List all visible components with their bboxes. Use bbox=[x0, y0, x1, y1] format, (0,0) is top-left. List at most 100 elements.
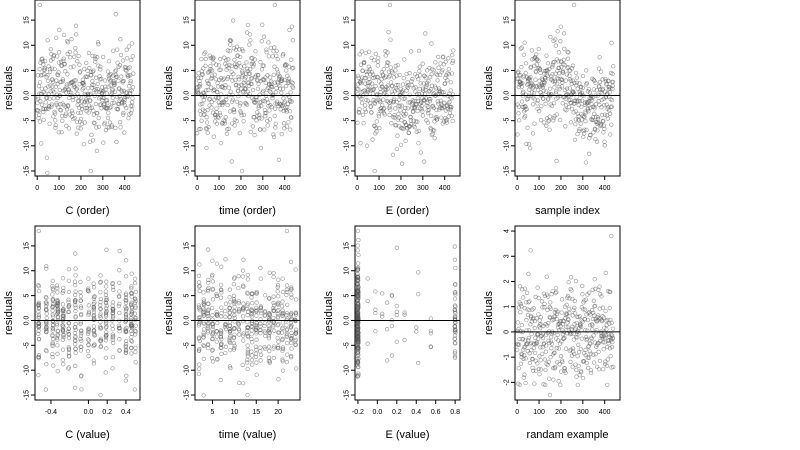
data-point bbox=[449, 96, 454, 101]
data-point bbox=[123, 295, 129, 300]
data-point bbox=[586, 344, 591, 349]
data-point bbox=[448, 80, 453, 85]
data-point bbox=[275, 335, 280, 341]
data-point bbox=[412, 125, 417, 130]
data-point bbox=[363, 109, 369, 114]
data-point bbox=[595, 115, 601, 120]
x-tick-label: 300 bbox=[97, 185, 109, 192]
data-point bbox=[569, 106, 575, 112]
data-point bbox=[257, 92, 262, 97]
y-tick-label: -10 bbox=[184, 141, 191, 151]
data-point bbox=[258, 331, 263, 336]
data-point bbox=[236, 77, 242, 82]
data-point bbox=[267, 117, 273, 122]
data-point bbox=[441, 54, 446, 59]
data-point bbox=[39, 86, 45, 91]
data-point bbox=[91, 313, 96, 319]
data-point bbox=[380, 311, 385, 316]
data-point bbox=[93, 75, 99, 80]
x-tick-label: 10 bbox=[230, 409, 238, 416]
data-point bbox=[587, 105, 593, 111]
data-point bbox=[448, 107, 453, 112]
data-point bbox=[399, 161, 405, 166]
data-point bbox=[281, 121, 287, 126]
data-point bbox=[123, 314, 129, 319]
data-point bbox=[369, 110, 374, 115]
data-point bbox=[98, 303, 103, 308]
data-point bbox=[44, 295, 49, 300]
data-point bbox=[576, 342, 581, 348]
data-point bbox=[289, 285, 294, 290]
data-point bbox=[411, 118, 416, 123]
data-point bbox=[232, 345, 237, 351]
y-tick-label: -1 bbox=[504, 354, 511, 360]
data-point bbox=[234, 82, 239, 88]
plot-frame bbox=[194, 225, 301, 401]
data-point bbox=[111, 306, 116, 312]
data-point bbox=[50, 343, 55, 348]
data-point bbox=[201, 356, 206, 362]
data-point bbox=[55, 298, 61, 304]
data-point bbox=[600, 87, 605, 92]
data-point bbox=[559, 369, 564, 374]
data-point bbox=[56, 60, 62, 65]
data-point bbox=[198, 126, 203, 132]
data-point bbox=[55, 337, 60, 342]
data-point bbox=[537, 372, 542, 377]
data-point bbox=[523, 380, 528, 386]
data-point bbox=[439, 90, 445, 95]
data-point bbox=[557, 341, 563, 346]
data-point bbox=[88, 168, 93, 174]
data-point bbox=[195, 131, 200, 136]
data-point bbox=[580, 376, 586, 381]
data-point bbox=[94, 148, 100, 154]
data-point bbox=[106, 110, 111, 115]
data-point bbox=[248, 38, 253, 43]
data-point bbox=[50, 77, 55, 82]
data-point bbox=[277, 74, 283, 79]
data-point bbox=[548, 355, 553, 360]
data-point bbox=[201, 297, 206, 302]
data-point bbox=[552, 59, 557, 65]
data-point bbox=[91, 120, 97, 125]
data-point bbox=[286, 76, 292, 81]
data-point bbox=[392, 88, 398, 94]
data-point bbox=[528, 75, 533, 80]
data-point bbox=[245, 325, 250, 330]
data-point bbox=[120, 58, 126, 63]
data-point bbox=[206, 345, 211, 351]
data-point bbox=[45, 38, 50, 43]
data-point bbox=[572, 327, 578, 332]
data-point bbox=[110, 327, 115, 332]
data-point bbox=[66, 320, 71, 325]
data-point bbox=[356, 349, 361, 354]
data-point bbox=[197, 84, 202, 89]
data-point bbox=[96, 115, 101, 121]
data-point bbox=[262, 127, 267, 132]
data-point bbox=[210, 258, 215, 263]
data-point bbox=[37, 80, 43, 85]
data-point bbox=[124, 306, 129, 311]
data-point bbox=[572, 351, 577, 357]
data-point bbox=[355, 310, 360, 315]
data-point bbox=[428, 97, 433, 102]
data-point bbox=[280, 359, 285, 364]
data-point bbox=[215, 320, 220, 326]
data-point bbox=[397, 72, 402, 78]
data-point bbox=[293, 311, 298, 316]
data-point bbox=[267, 348, 272, 354]
data-point bbox=[85, 288, 91, 293]
data-point bbox=[54, 101, 59, 106]
data-point bbox=[275, 314, 280, 319]
data-point bbox=[293, 366, 299, 371]
data-point bbox=[435, 54, 441, 60]
data-point bbox=[563, 124, 568, 129]
data-point bbox=[453, 265, 458, 271]
data-point bbox=[355, 248, 360, 253]
data-point bbox=[284, 283, 290, 288]
data-point bbox=[610, 333, 615, 338]
data-point bbox=[568, 120, 574, 125]
data-point bbox=[289, 346, 294, 351]
x-tick-label: 15 bbox=[252, 409, 260, 416]
data-point bbox=[124, 55, 130, 61]
